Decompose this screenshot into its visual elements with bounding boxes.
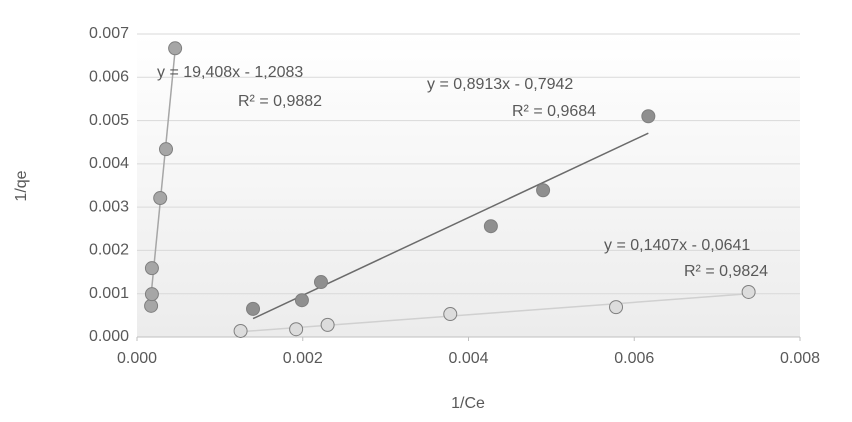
y-tick-label: 0.005 xyxy=(89,112,129,129)
plot-area xyxy=(137,34,800,337)
y-tick-label: 0.001 xyxy=(89,285,129,302)
x-tick-label: 0.002 xyxy=(283,350,323,367)
point xyxy=(144,287,159,302)
point xyxy=(233,323,248,338)
trendline-equation: y = 19,408x - 1,2083 xyxy=(157,64,303,81)
r-squared: R² = 0,9684 xyxy=(512,103,596,120)
point xyxy=(641,109,656,124)
point xyxy=(609,300,624,315)
y-axis-label: 1/qe xyxy=(13,170,30,201)
point xyxy=(144,261,159,276)
r-squared: R² = 0,9882 xyxy=(238,93,322,110)
point xyxy=(443,307,458,322)
x-axis-label: 1/Ce xyxy=(451,395,485,412)
y-tick-label: 0.004 xyxy=(89,155,129,172)
point xyxy=(741,284,756,299)
x-tick-label: 0.000 xyxy=(117,350,157,367)
point xyxy=(289,322,304,337)
point xyxy=(168,41,183,56)
trendline xyxy=(150,50,176,296)
point xyxy=(246,301,261,316)
y-tick-label: 0.002 xyxy=(89,242,129,259)
point xyxy=(294,293,309,308)
r-squared: R² = 0,9824 xyxy=(684,263,768,280)
point xyxy=(144,298,159,313)
y-tick-label: 0.006 xyxy=(89,69,129,86)
y-tick-label: 0.000 xyxy=(89,328,129,345)
point xyxy=(536,183,551,198)
x-tick-label: 0.004 xyxy=(448,350,488,367)
point xyxy=(320,317,335,332)
trendline-equation: y = 0,1407x - 0,0641 xyxy=(604,237,750,254)
x-tick-label: 0.006 xyxy=(614,350,654,367)
y-tick-label: 0.003 xyxy=(89,198,129,215)
y-tick-label: 0.007 xyxy=(89,25,129,42)
point xyxy=(159,142,174,157)
point xyxy=(483,219,498,234)
trendline-equation: y = 0,8913x - 0,7942 xyxy=(427,76,573,93)
x-tick-label: 0.008 xyxy=(780,350,820,367)
point xyxy=(153,191,168,206)
point xyxy=(313,275,328,290)
